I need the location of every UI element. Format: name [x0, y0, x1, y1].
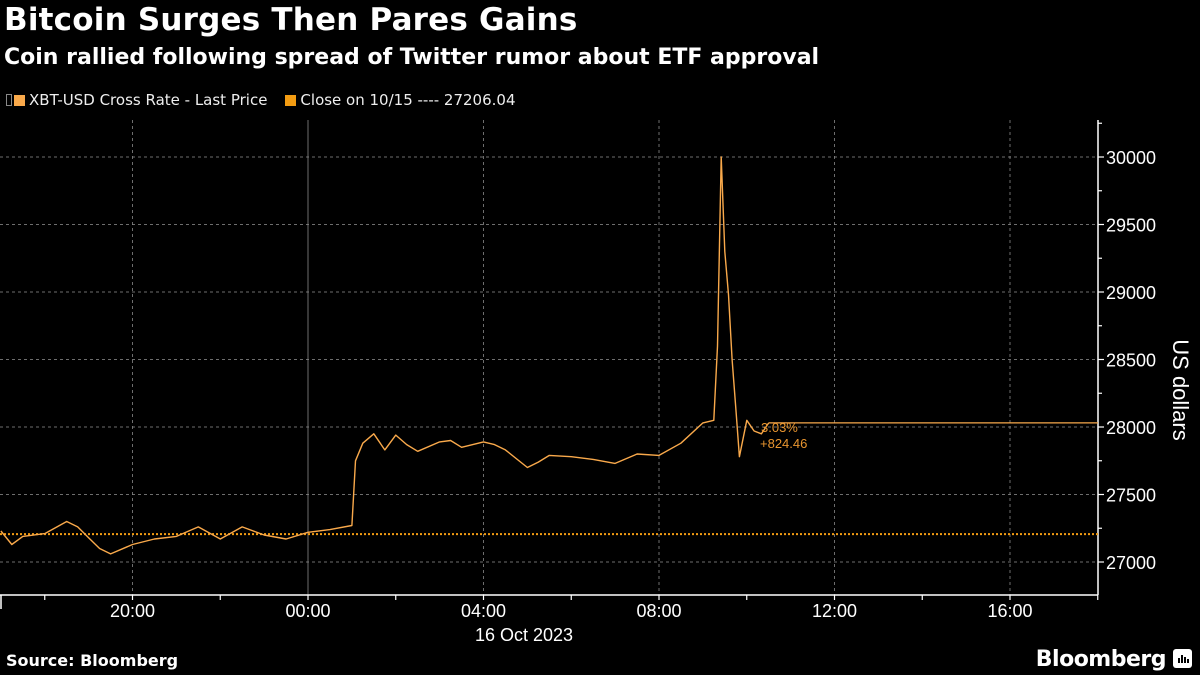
brand-logo-text: Bloomberg: [1035, 647, 1167, 672]
legend: XBT-USD Cross Rate - Last Price Close on…: [6, 91, 534, 109]
axes: [0, 120, 1104, 609]
legend-swatch-last-price: [14, 94, 25, 106]
price-line: [0, 156, 770, 555]
y-axis-labels: 27000 27500 28000 28500 29000 29500 30000: [1106, 148, 1156, 573]
x-tick-label: 08:00: [636, 601, 681, 621]
x-tick-label: 20:00: [110, 601, 155, 621]
x-axis-labels: 20:00 00:00 04:00 08:00 12:00 16:00: [110, 601, 1033, 621]
legend-label-last-price: XBT-USD Cross Rate - Last Price: [29, 91, 268, 109]
source-note: Source: Bloomberg: [6, 651, 179, 670]
chart-title: Bitcoin Surges Then Pares Gains: [4, 2, 578, 38]
y-axis-title: US dollars: [1168, 339, 1193, 440]
chart-subtitle: Coin rallied following spread of Twitter…: [4, 45, 820, 70]
legend-swatch-close: [285, 94, 297, 106]
change-abs-label: +824.46: [760, 436, 807, 451]
x-axis-date-label: 16 Oct 2023: [475, 625, 573, 645]
x-tick-label: 12:00: [812, 601, 857, 621]
y-tick-label: 29500: [1106, 216, 1156, 236]
x-tick-label: 04:00: [461, 601, 506, 621]
y-tick-label: 27500: [1106, 486, 1156, 506]
y-tick-label: 27000: [1106, 553, 1156, 573]
y-tick-label: 28500: [1106, 351, 1156, 371]
gridlines: [0, 120, 1098, 595]
legend-label-close: Close on 10/15 ---- 27206.04: [300, 91, 516, 109]
x-tick-label: 00:00: [285, 601, 330, 621]
x-tick-label: 16:00: [987, 601, 1032, 621]
y-tick-label: 29000: [1106, 283, 1156, 303]
change-percent-label: 3.03%: [761, 420, 798, 435]
y-tick-label: 30000: [1106, 148, 1156, 168]
legend-grip-icon: [6, 94, 12, 106]
y-tick-label: 28000: [1106, 418, 1156, 438]
bloomberg-chart-icon: [1173, 649, 1192, 668]
legend-item-last-price: XBT-USD Cross Rate - Last Price: [14, 91, 267, 109]
legend-item-close: Close on 10/15 ---- 27206.04: [285, 91, 516, 109]
